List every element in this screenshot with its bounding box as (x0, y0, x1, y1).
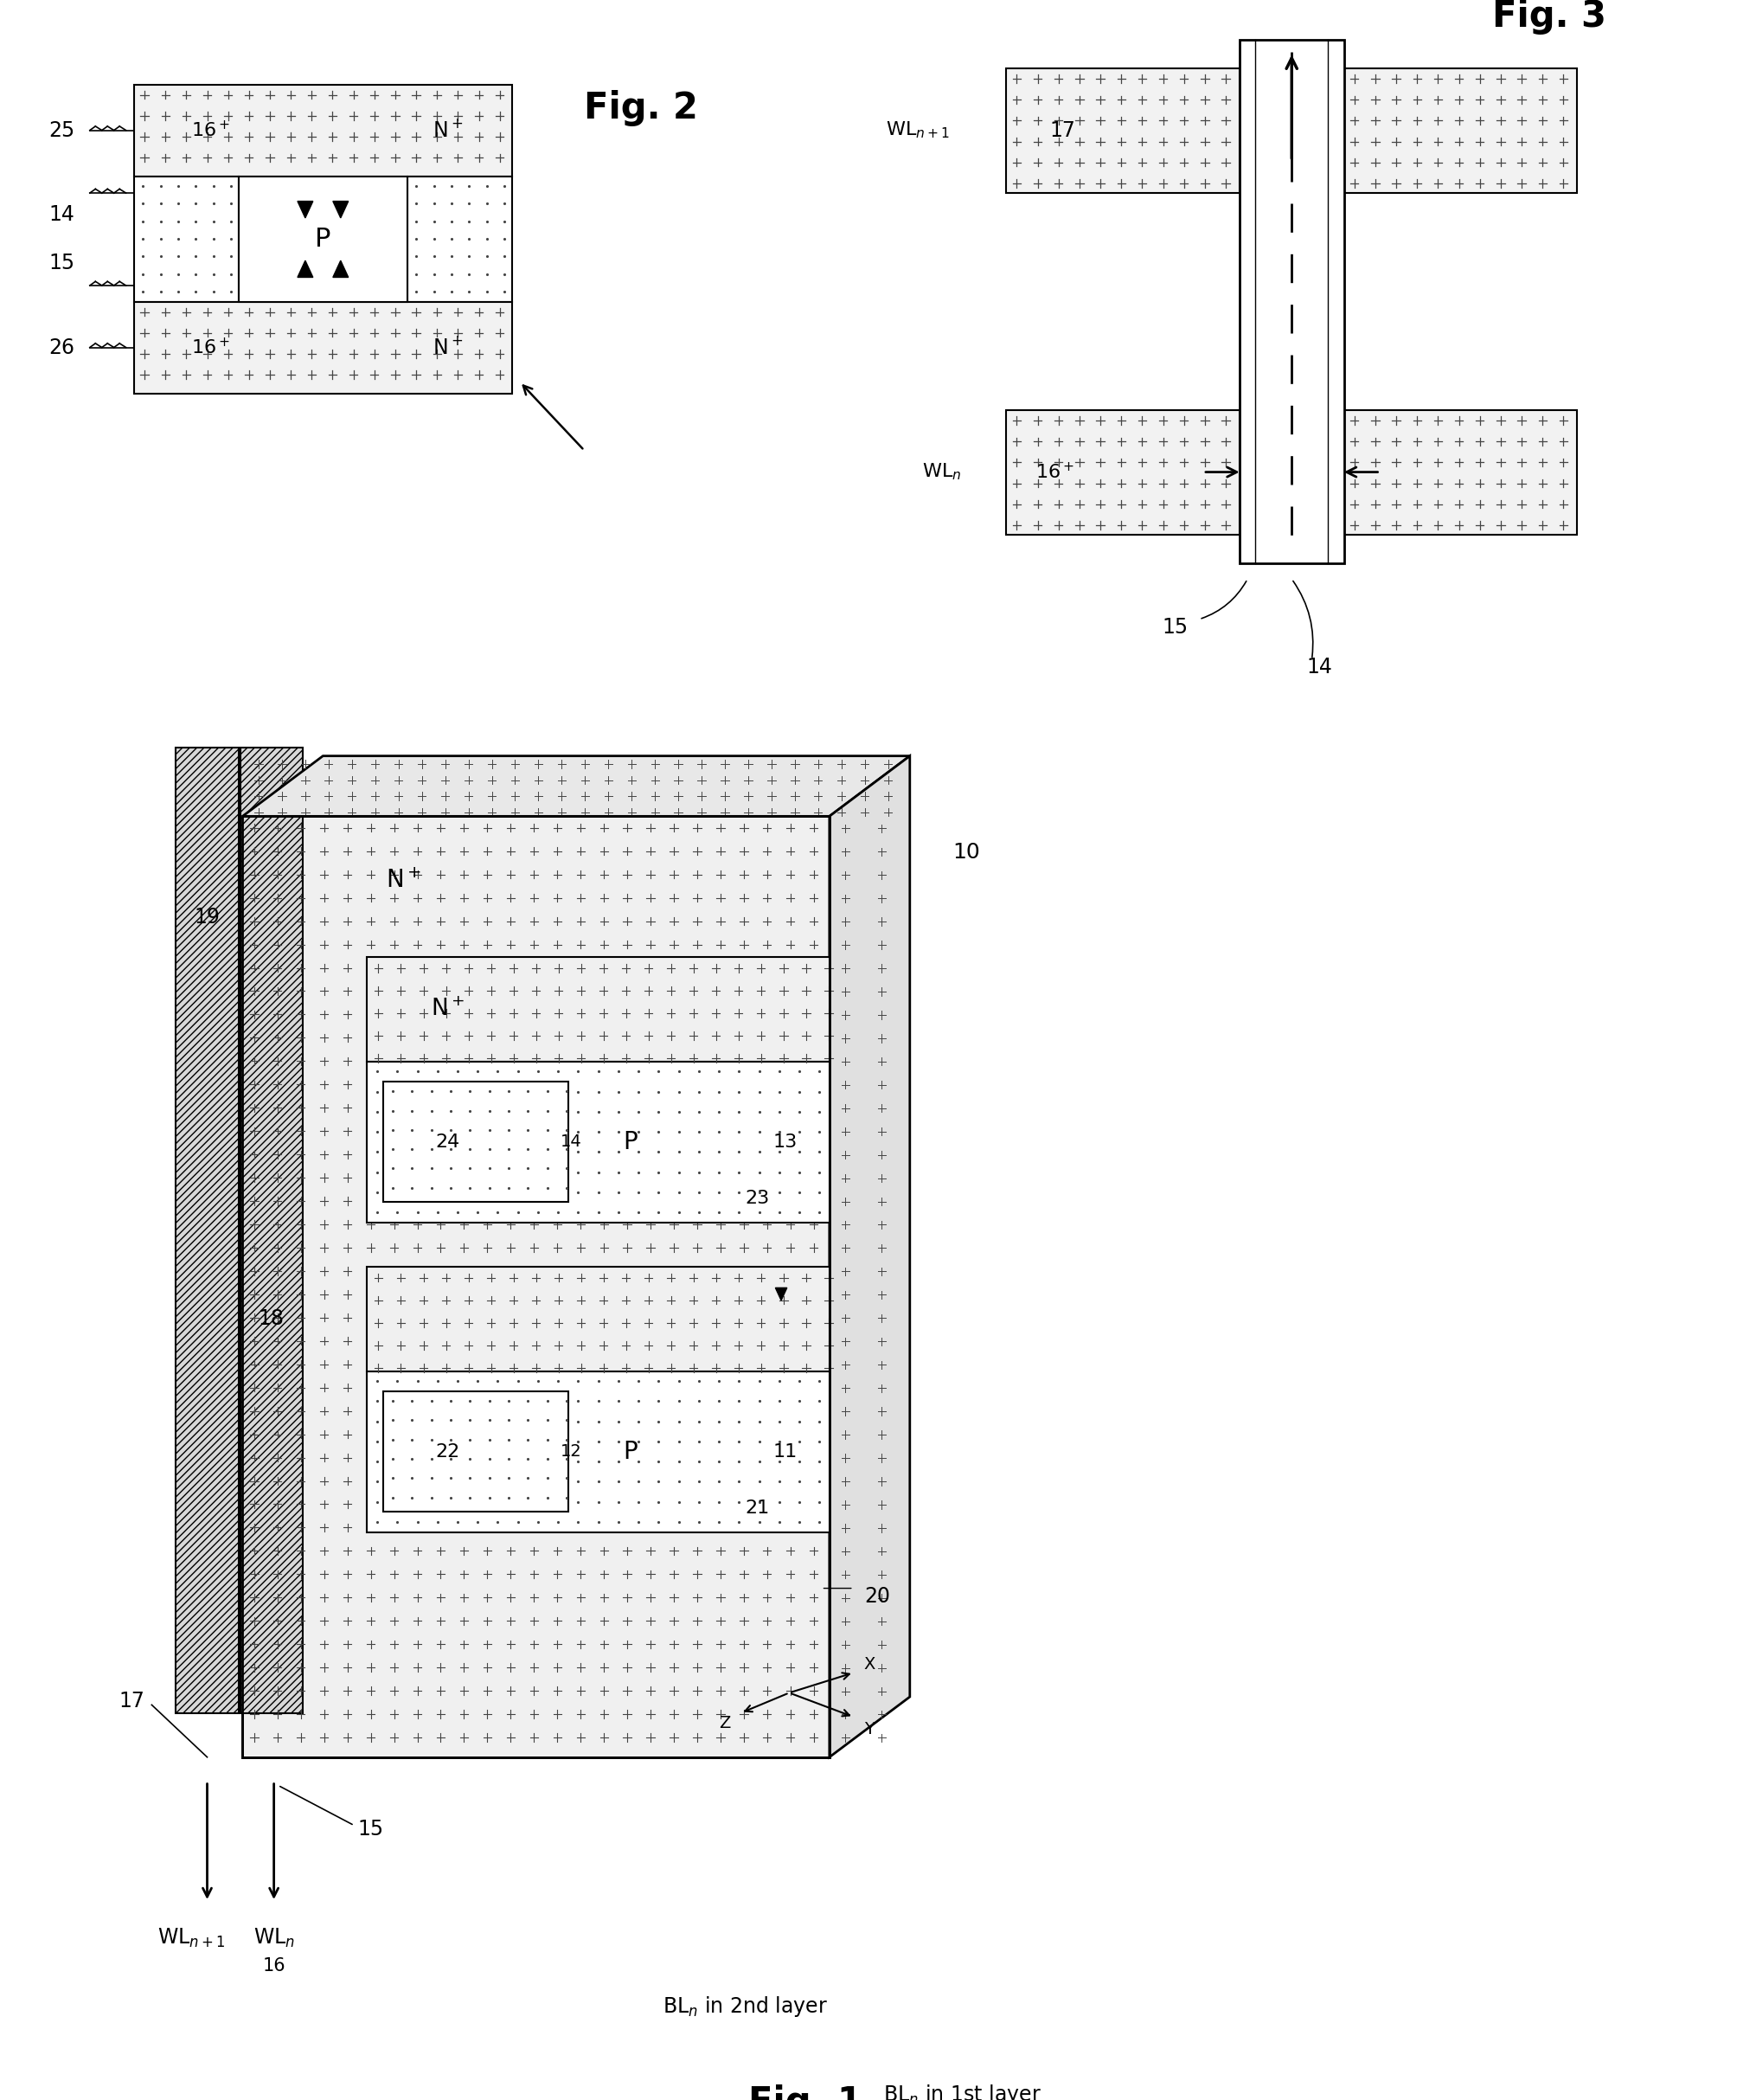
Text: 23: 23 (745, 1189, 769, 1207)
Text: N$^+$: N$^+$ (432, 120, 462, 141)
Text: 15: 15 (49, 252, 76, 273)
Text: WL$_n$: WL$_n$ (253, 1926, 295, 1949)
Bar (383, 1082, 567, 1203)
Text: WL$_{n+1}$: WL$_{n+1}$ (156, 1926, 225, 1949)
Text: 19: 19 (195, 907, 220, 928)
Bar (242, 817, 829, 1758)
Text: BL$_n$ in 1st layer: BL$_n$ in 1st layer (883, 2083, 1041, 2100)
Text: P: P (622, 1130, 637, 1155)
Bar (367, 1060, 829, 1222)
Bar (1006, 69, 1238, 193)
Text: 25: 25 (49, 120, 76, 141)
Polygon shape (332, 260, 348, 277)
Text: 15: 15 (1161, 617, 1187, 638)
Text: 14: 14 (560, 1134, 581, 1151)
Text: 17: 17 (1048, 120, 1075, 141)
Text: P: P (314, 227, 330, 252)
Bar (239, 176, 407, 302)
Text: N$^+$: N$^+$ (385, 869, 421, 892)
Bar (242, 817, 829, 1758)
Text: Z: Z (718, 1716, 730, 1732)
Bar (367, 1266, 829, 1371)
Text: 20: 20 (864, 1586, 890, 1606)
Bar (1238, 40, 1343, 563)
Bar (367, 1371, 829, 1533)
Bar (176, 748, 239, 1714)
Bar (383, 1390, 567, 1512)
Text: 15: 15 (356, 1819, 383, 1840)
Text: $16^+$: $16^+$ (191, 120, 230, 141)
Bar (133, 84, 511, 176)
Text: WL$_{n+1}$: WL$_{n+1}$ (885, 120, 950, 141)
Bar (367, 958, 829, 1060)
Text: 10: 10 (952, 842, 980, 863)
Text: Fig. 3: Fig. 3 (1491, 0, 1605, 34)
Text: N$^+$: N$^+$ (430, 998, 464, 1021)
Polygon shape (774, 1287, 787, 1300)
Text: N$^+$: N$^+$ (432, 336, 462, 359)
Text: X: X (864, 1657, 874, 1674)
Bar (133, 302, 511, 395)
Polygon shape (297, 260, 313, 277)
Text: 22: 22 (435, 1443, 460, 1459)
Bar (1006, 410, 1238, 536)
Text: 14: 14 (49, 204, 74, 225)
Bar (133, 176, 239, 302)
Text: 11: 11 (773, 1443, 797, 1459)
Text: 17: 17 (119, 1690, 144, 1711)
Text: 12: 12 (560, 1443, 581, 1459)
Text: WL$_n$: WL$_n$ (922, 462, 961, 483)
Text: P: P (622, 1438, 637, 1464)
Text: 16: 16 (262, 1957, 284, 1974)
Text: BL$_n$ in 2nd layer: BL$_n$ in 2nd layer (662, 1995, 827, 2018)
Bar (1343, 69, 1577, 193)
Bar (407, 176, 511, 302)
Polygon shape (297, 202, 313, 218)
Text: 26: 26 (49, 336, 74, 357)
Polygon shape (242, 756, 910, 817)
Text: $16^+$: $16^+$ (191, 338, 230, 357)
Text: $16^+$: $16^+$ (1034, 462, 1073, 483)
Text: 21: 21 (745, 1499, 769, 1516)
Text: 14: 14 (1306, 657, 1333, 678)
Text: Y: Y (864, 1720, 874, 1737)
Text: 24: 24 (435, 1134, 460, 1151)
Bar (1343, 410, 1577, 536)
Polygon shape (332, 202, 348, 218)
Text: 18: 18 (258, 1308, 284, 1329)
Bar (241, 748, 302, 1714)
Polygon shape (829, 756, 910, 1758)
Text: Fig. 2: Fig. 2 (583, 90, 697, 126)
Text: 13: 13 (773, 1134, 797, 1151)
Text: Fig. 1: Fig. 1 (748, 2085, 862, 2100)
